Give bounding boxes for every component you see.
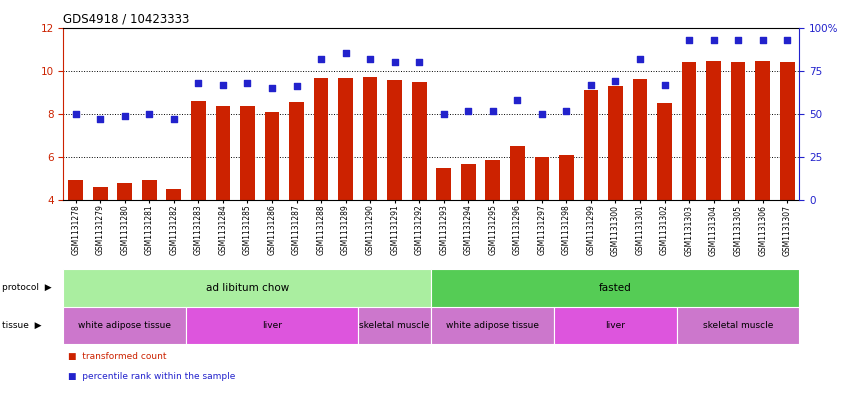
Point xyxy=(412,59,426,65)
Point xyxy=(338,50,352,57)
Point xyxy=(510,97,524,103)
Bar xyxy=(338,78,353,200)
Point xyxy=(682,37,695,43)
Bar xyxy=(510,146,525,200)
Bar xyxy=(63,269,431,307)
Point xyxy=(706,37,720,43)
Text: white adipose tissue: white adipose tissue xyxy=(79,321,171,330)
Bar xyxy=(289,102,304,200)
Bar xyxy=(412,82,426,200)
Point xyxy=(780,37,794,43)
Bar xyxy=(437,168,451,200)
Bar xyxy=(118,183,132,200)
Bar xyxy=(755,61,770,200)
Bar xyxy=(706,61,721,200)
Point xyxy=(486,107,499,114)
Bar xyxy=(167,189,181,200)
Point xyxy=(387,59,401,65)
Point xyxy=(118,112,131,119)
Point xyxy=(142,111,156,117)
Point xyxy=(731,37,744,43)
Bar xyxy=(657,103,672,200)
Bar xyxy=(191,101,206,200)
Point xyxy=(559,107,573,114)
Text: protocol  ▶: protocol ▶ xyxy=(2,283,52,292)
Point xyxy=(289,83,303,90)
Point xyxy=(363,55,376,62)
Point xyxy=(265,85,278,91)
Point xyxy=(240,80,254,86)
Bar xyxy=(314,78,328,200)
Bar xyxy=(387,81,402,200)
Bar xyxy=(63,307,186,344)
Bar xyxy=(608,86,623,200)
Text: ad libitum chow: ad libitum chow xyxy=(206,283,289,293)
Point xyxy=(93,116,107,122)
Text: skeletal muscle: skeletal muscle xyxy=(703,321,773,330)
Text: liver: liver xyxy=(262,321,282,330)
Bar xyxy=(69,180,83,200)
Point xyxy=(657,81,671,88)
Point xyxy=(584,81,597,88)
Point xyxy=(461,107,475,114)
Bar xyxy=(677,307,799,344)
Bar xyxy=(363,77,377,200)
Bar xyxy=(186,307,358,344)
Bar xyxy=(584,90,598,200)
Bar xyxy=(559,155,574,200)
Point xyxy=(314,55,327,62)
Text: ■  transformed count: ■ transformed count xyxy=(68,352,166,361)
Bar xyxy=(431,307,554,344)
Bar xyxy=(486,160,500,200)
Bar xyxy=(431,269,799,307)
Point xyxy=(437,111,450,117)
Point xyxy=(191,80,205,86)
Bar xyxy=(216,107,230,200)
Text: tissue  ▶: tissue ▶ xyxy=(2,321,41,330)
Bar xyxy=(731,62,745,200)
Bar xyxy=(780,62,794,200)
Bar xyxy=(93,187,107,200)
Text: ■  percentile rank within the sample: ■ percentile rank within the sample xyxy=(68,372,235,381)
Bar xyxy=(535,157,549,200)
Point xyxy=(167,116,180,122)
Bar xyxy=(265,112,279,200)
Text: GDS4918 / 10423333: GDS4918 / 10423333 xyxy=(63,13,190,26)
Text: skeletal muscle: skeletal muscle xyxy=(360,321,430,330)
Text: fasted: fasted xyxy=(599,283,632,293)
Point xyxy=(755,37,769,43)
Bar xyxy=(461,163,475,200)
Point xyxy=(608,78,622,84)
Point xyxy=(535,111,548,117)
Point xyxy=(69,111,82,117)
Point xyxy=(216,81,229,88)
Bar xyxy=(358,307,431,344)
Bar xyxy=(682,62,696,200)
Text: white adipose tissue: white adipose tissue xyxy=(447,321,539,330)
Bar xyxy=(554,307,677,344)
Text: liver: liver xyxy=(606,321,625,330)
Bar xyxy=(142,180,157,200)
Bar xyxy=(240,107,255,200)
Point xyxy=(633,55,646,62)
Bar xyxy=(633,79,647,200)
